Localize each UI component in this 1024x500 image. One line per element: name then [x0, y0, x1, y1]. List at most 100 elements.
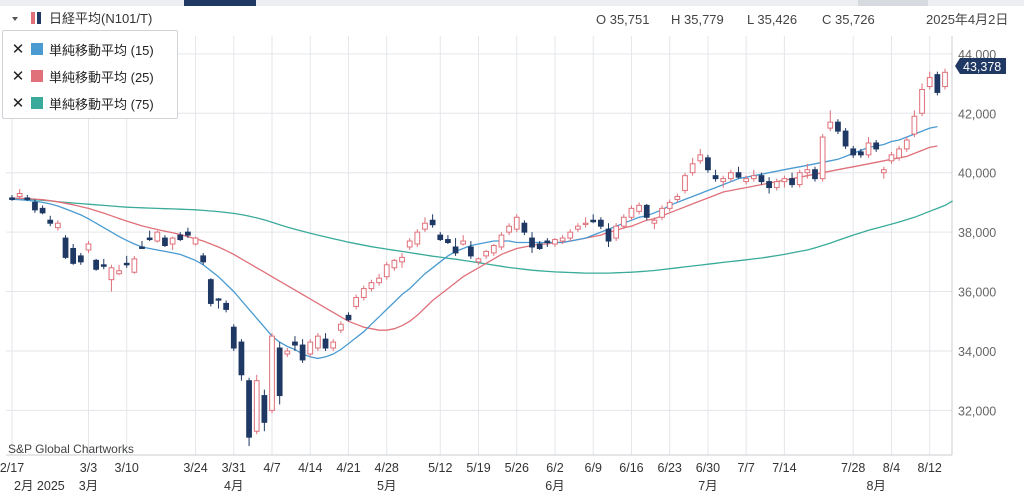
candle[interactable] [47, 215, 54, 227]
candle[interactable] [850, 145, 857, 158]
candle[interactable] [666, 199, 673, 212]
candle[interactable] [743, 175, 750, 185]
candle[interactable] [284, 348, 291, 357]
candle[interactable] [506, 223, 512, 236]
candle[interactable] [636, 202, 642, 215]
candle[interactable] [789, 172, 795, 188]
candle[interactable] [215, 298, 222, 309]
candle[interactable] [200, 252, 207, 265]
candle[interactable] [620, 214, 627, 230]
candle[interactable] [896, 145, 902, 161]
candle[interactable] [62, 235, 69, 259]
candle[interactable] [766, 177, 772, 194]
candle[interactable] [888, 151, 895, 164]
candle[interactable] [246, 377, 252, 447]
candle[interactable] [253, 374, 260, 435]
candle[interactable] [643, 203, 650, 221]
candle[interactable] [926, 71, 933, 90]
candle[interactable] [727, 169, 734, 182]
candle[interactable] [842, 128, 849, 149]
candle[interactable] [835, 119, 841, 135]
candle[interactable] [116, 264, 122, 276]
candle[interactable] [659, 205, 665, 221]
candle[interactable] [796, 169, 803, 188]
active-tab-indicator[interactable] [184, 0, 256, 6]
candle[interactable] [865, 137, 872, 158]
candle[interactable] [827, 110, 834, 132]
candle[interactable] [919, 83, 925, 117]
candle[interactable] [146, 230, 153, 242]
candle[interactable] [758, 172, 765, 185]
chevron-down-icon[interactable] [12, 17, 18, 21]
candle[interactable] [552, 238, 558, 247]
candle[interactable] [230, 324, 237, 351]
candle[interactable] [597, 217, 604, 230]
candle[interactable] [77, 252, 84, 265]
candle[interactable] [39, 205, 46, 215]
candle[interactable] [475, 257, 482, 265]
candle[interactable] [85, 241, 92, 253]
candle[interactable] [406, 238, 413, 250]
candle[interactable] [330, 339, 337, 351]
candle[interactable] [55, 220, 61, 231]
candle[interactable] [613, 223, 620, 242]
candle[interactable] [513, 214, 520, 233]
candle[interactable] [24, 194, 31, 201]
candle[interactable] [169, 236, 176, 250]
candle[interactable] [911, 110, 918, 138]
candle[interactable] [712, 169, 719, 182]
candle[interactable] [399, 252, 405, 268]
candle[interactable] [422, 217, 428, 233]
candle[interactable] [177, 232, 184, 242]
candle[interactable] [819, 134, 826, 182]
candle[interactable] [414, 229, 421, 247]
remove-indicator-icon[interactable]: ✕ [11, 95, 25, 112]
candle[interactable] [299, 339, 306, 363]
candle[interactable] [490, 244, 497, 256]
candle[interactable] [368, 279, 375, 292]
candle[interactable] [812, 166, 818, 182]
candle[interactable] [651, 217, 658, 230]
candle[interactable] [628, 205, 635, 221]
candle[interactable] [452, 238, 459, 256]
candle[interactable] [934, 71, 941, 96]
inactive-tab-indicator[interactable] [858, 0, 928, 6]
candle[interactable] [445, 235, 451, 245]
candle[interactable] [238, 339, 245, 381]
candle[interactable] [185, 227, 191, 239]
candle[interactable] [483, 249, 490, 259]
candle[interactable] [383, 261, 390, 280]
candle[interactable] [123, 255, 130, 268]
candle[interactable] [108, 264, 115, 292]
candle[interactable] [376, 273, 382, 286]
candle[interactable] [559, 235, 566, 245]
candle[interactable] [437, 232, 444, 242]
candle[interactable] [880, 166, 887, 179]
candle[interactable] [307, 339, 314, 357]
candle[interactable] [345, 312, 352, 322]
candle[interactable] [529, 232, 535, 253]
candle[interactable] [131, 255, 138, 274]
candle[interactable] [498, 232, 505, 250]
candle[interactable] [544, 238, 551, 247]
candle[interactable] [70, 244, 77, 265]
candle[interactable] [521, 220, 528, 236]
candle[interactable] [697, 148, 704, 164]
candle[interactable] [32, 199, 38, 213]
candle[interactable] [337, 321, 344, 334]
candle[interactable] [100, 258, 107, 270]
candle[interactable] [575, 223, 581, 233]
candle[interactable] [605, 223, 612, 247]
candle[interactable] [582, 217, 589, 228]
candle[interactable] [207, 278, 214, 307]
candle[interactable] [682, 172, 688, 194]
candle[interactable] [261, 389, 268, 432]
candle[interactable] [705, 154, 711, 173]
candle[interactable] [292, 336, 298, 351]
candle[interactable] [773, 178, 780, 191]
candle[interactable] [276, 342, 283, 405]
candle[interactable] [429, 214, 436, 228]
candle[interactable] [781, 175, 788, 188]
candle[interactable] [858, 148, 864, 158]
candle[interactable] [162, 235, 168, 247]
